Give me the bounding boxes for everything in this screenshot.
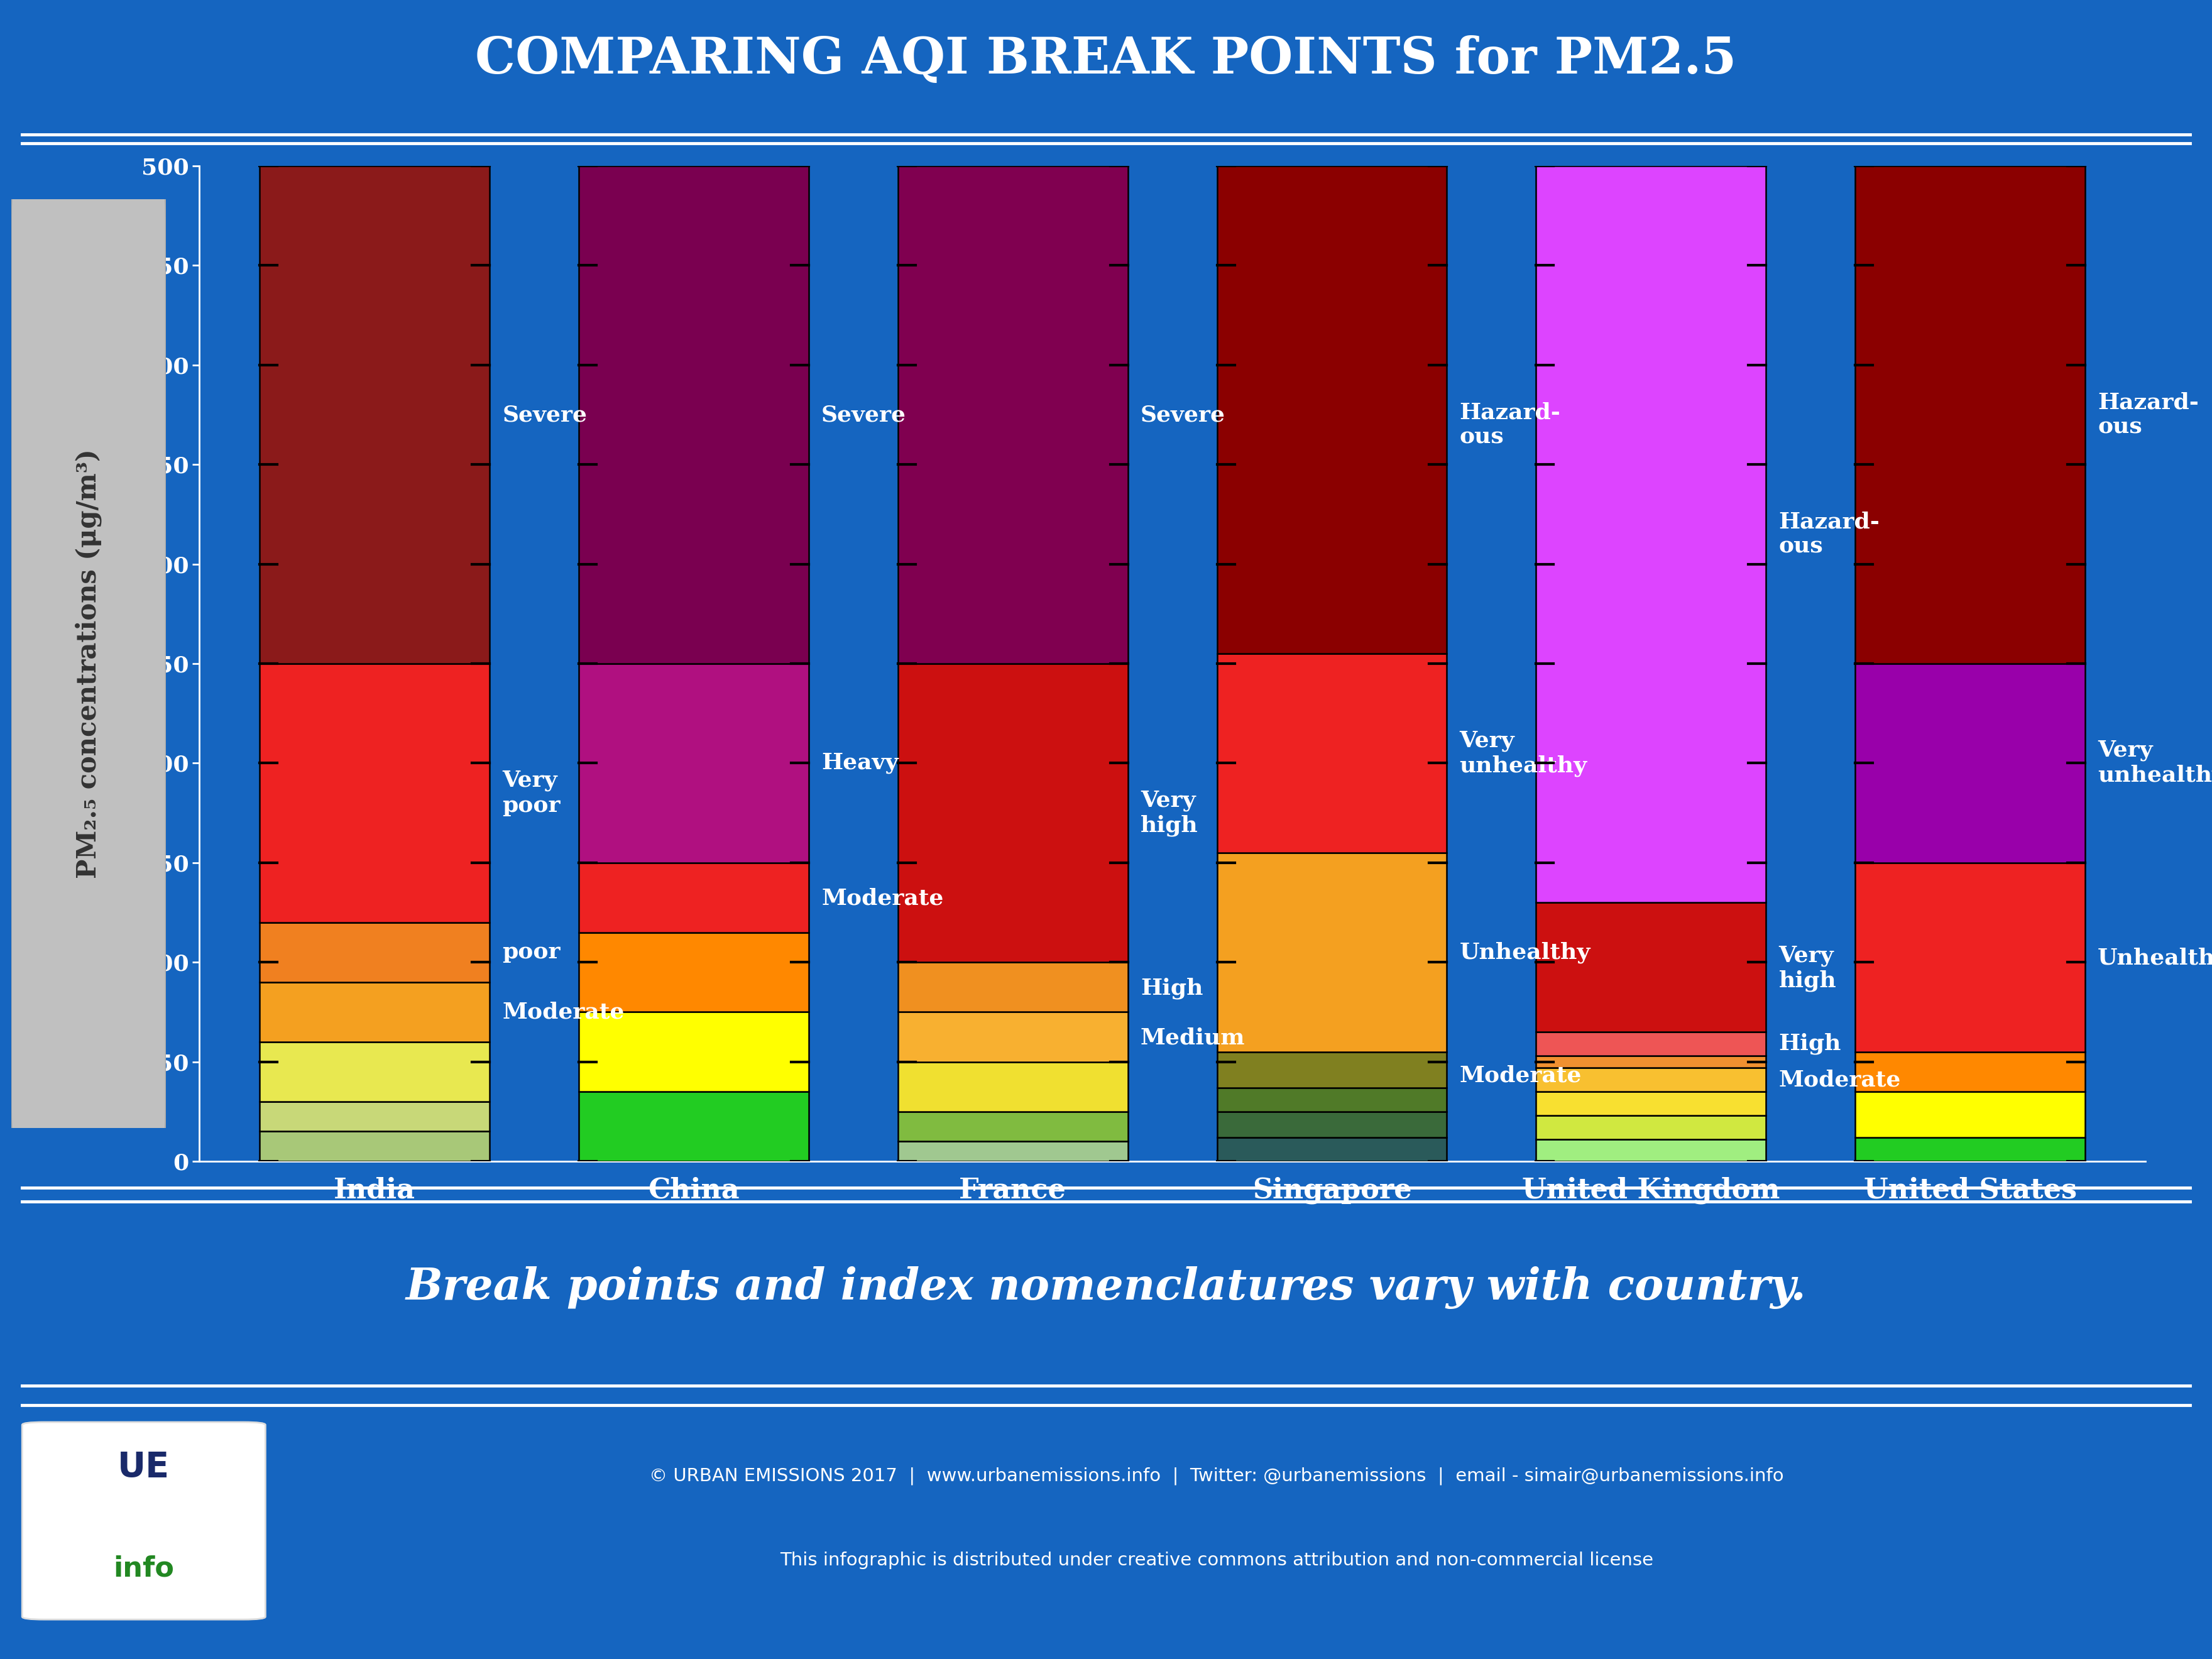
Text: Very
unhealthy: Very unhealthy [2097, 740, 2212, 786]
Bar [898, 1141, 1128, 1161]
Text: High: High [1141, 977, 1203, 999]
Text: Moderate: Moderate [821, 888, 945, 909]
Bar [259, 166, 489, 664]
Text: © URBAN EMISSIONS 2017  |  www.urbanemissions.info  |  Twitter: @urbanemissions : © URBAN EMISSIONS 2017 | www.urbanemissi… [650, 1467, 1783, 1485]
Text: Hazard-
ous: Hazard- ous [2097, 392, 2199, 438]
Bar [580, 1092, 810, 1161]
Bar [1217, 1138, 1447, 1161]
Text: Break points and index nomenclatures vary with country.: Break points and index nomenclatures var… [405, 1266, 1807, 1309]
Text: COMPARING AQI BREAK POINTS for PM2.5: COMPARING AQI BREAK POINTS for PM2.5 [476, 35, 1736, 85]
Bar [259, 1042, 489, 1102]
Bar [898, 1012, 1128, 1062]
Text: UE: UE [117, 1450, 170, 1485]
Bar [580, 863, 810, 932]
Bar [1856, 1052, 2086, 1092]
Bar [1535, 1140, 1765, 1161]
Text: Very
unhealthy: Very unhealthy [1460, 730, 1588, 776]
Text: Moderate: Moderate [1778, 1068, 1900, 1090]
Text: Unhealthy: Unhealthy [1460, 941, 1590, 964]
Text: Very
high: Very high [1141, 790, 1199, 836]
Text: Severe: Severe [821, 405, 907, 425]
Bar [1217, 166, 1447, 654]
Bar [898, 664, 1128, 962]
Bar [580, 166, 810, 664]
Bar [1856, 863, 2086, 1052]
Bar [1217, 1088, 1447, 1112]
Text: info: info [113, 1554, 175, 1583]
Bar [1535, 1115, 1765, 1140]
Text: Very
poor: Very poor [502, 770, 560, 816]
Text: Moderate: Moderate [1460, 1065, 1582, 1087]
Text: High: High [1778, 1034, 1840, 1055]
Bar [898, 1112, 1128, 1141]
Bar [1217, 1052, 1447, 1088]
Bar [1535, 1055, 1765, 1068]
Text: Severe: Severe [1141, 405, 1225, 425]
Bar [259, 664, 489, 922]
Bar [1535, 1032, 1765, 1055]
Text: Hazard-
ous: Hazard- ous [1778, 511, 1880, 557]
Bar [1217, 1112, 1447, 1138]
Bar [1535, 1068, 1765, 1092]
Text: Hazard-
ous: Hazard- ous [1460, 401, 1562, 448]
Bar [259, 1102, 489, 1131]
Text: Unhealthy: Unhealthy [2097, 947, 2212, 969]
Text: Heavy: Heavy [821, 753, 898, 773]
Bar [1535, 166, 1765, 902]
Bar [898, 1062, 1128, 1112]
Bar [898, 962, 1128, 1012]
Bar [1856, 1092, 2086, 1138]
Text: Medium: Medium [1141, 1027, 1245, 1048]
Bar [1856, 166, 2086, 664]
Bar [1217, 853, 1447, 1052]
Bar [259, 922, 489, 982]
Text: Very
high: Very high [1778, 946, 1836, 992]
Bar [259, 1131, 489, 1161]
FancyBboxPatch shape [22, 1422, 265, 1619]
Bar [580, 1012, 810, 1092]
Bar [1535, 1092, 1765, 1115]
Bar [898, 166, 1128, 664]
Bar [1856, 1138, 2086, 1161]
FancyBboxPatch shape [11, 171, 166, 1156]
Text: PM₂.₅ concentrations (μg/m³): PM₂.₅ concentrations (μg/m³) [75, 450, 102, 878]
Bar [1217, 654, 1447, 853]
Bar [259, 982, 489, 1042]
Text: Moderate: Moderate [502, 1002, 624, 1022]
Text: Severe: Severe [502, 405, 586, 425]
Bar [1856, 664, 2086, 863]
Bar [580, 932, 810, 1012]
Text: This infographic is distributed under creative commons attribution and non-comme: This infographic is distributed under cr… [781, 1551, 1652, 1569]
Bar [1535, 902, 1765, 1032]
Bar [580, 664, 810, 863]
Text: poor: poor [502, 942, 560, 962]
